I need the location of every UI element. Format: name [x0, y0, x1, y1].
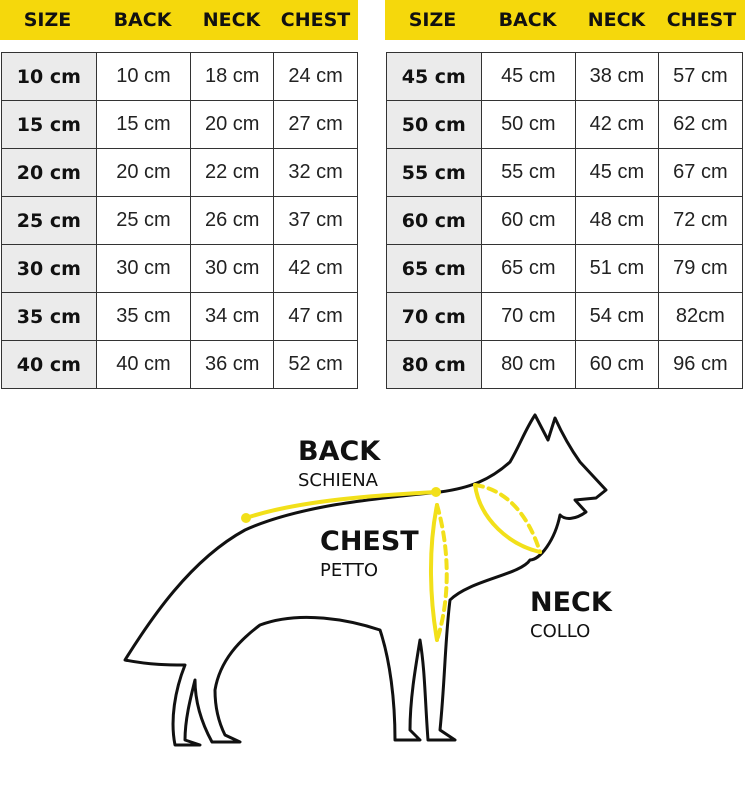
- neck-label: NECK: [530, 587, 612, 618]
- size-cell: 30 cm: [1, 244, 97, 293]
- back-cell: 65 cm: [480, 244, 577, 293]
- header-neck: NECK: [202, 9, 261, 31]
- size-cell: 55 cm: [386, 148, 482, 197]
- chest-label: CHEST: [320, 526, 419, 557]
- back-cell: 80 cm: [480, 340, 577, 389]
- chest-cell: 52 cm: [273, 340, 358, 389]
- size-row: 40 cm 40 cm 36 cm 52 cm: [1, 340, 358, 389]
- header-back: BACK: [113, 9, 172, 31]
- size-cell: 35 cm: [1, 292, 97, 341]
- chest-cell: 82cm: [657, 292, 744, 341]
- back-cell: 70 cm: [480, 292, 577, 341]
- neck-cell: 22 cm: [190, 148, 275, 197]
- neck-cell: 60 cm: [575, 340, 659, 389]
- neck-cell: 54 cm: [575, 292, 659, 341]
- size-row: 50 cm 50 cm 42 cm 62 cm: [386, 100, 744, 149]
- chest-cell: 79 cm: [657, 244, 744, 293]
- header-size: SIZE: [408, 9, 457, 31]
- size-cell: 10 cm: [1, 52, 97, 101]
- back-label: BACK: [298, 436, 381, 467]
- neck-cell: 26 cm: [190, 196, 275, 245]
- size-cell: 25 cm: [1, 196, 97, 245]
- right-size-table: 45 cm 45 cm 38 cm 57 cm 50 cm 50 cm 42 cm 62 cm…: [386, 52, 744, 389]
- size-row: 15 cm 15 cm 20 cm 27 cm: [1, 100, 358, 149]
- neck-cell: 20 cm: [190, 100, 275, 149]
- size-cell: 60 cm: [386, 196, 482, 245]
- neck-measure-line: [473, 483, 542, 554]
- neck-cell: 30 cm: [190, 244, 275, 293]
- back-cell: 10 cm: [95, 52, 192, 101]
- back-cell: 30 cm: [95, 244, 192, 293]
- header-neck: NECK: [587, 9, 646, 31]
- size-row: 10 cm 10 cm 18 cm 24 cm: [1, 52, 358, 101]
- chest-cell: 96 cm: [657, 340, 744, 389]
- back-cell: 40 cm: [95, 340, 192, 389]
- chest-measure-line: [429, 503, 439, 642]
- size-cell: 65 cm: [386, 244, 482, 293]
- back-cell: 25 cm: [95, 196, 192, 245]
- size-cell: 45 cm: [386, 52, 482, 101]
- back-cell: 35 cm: [95, 292, 192, 341]
- dog-illustration: [123, 413, 608, 747]
- neck-cell: 45 cm: [575, 148, 659, 197]
- neck-cell: 51 cm: [575, 244, 659, 293]
- size-cell: 15 cm: [1, 100, 97, 149]
- chest-cell: 67 cm: [657, 148, 744, 197]
- size-row: 65 cm 65 cm 51 cm 79 cm: [386, 244, 744, 293]
- size-row: 25 cm 25 cm 26 cm 37 cm: [1, 196, 358, 245]
- size-cell: 50 cm: [386, 100, 482, 149]
- size-row: 70 cm 70 cm 54 cm 82cm: [386, 292, 744, 341]
- back-cell: 50 cm: [480, 100, 577, 149]
- size-cell: 40 cm: [1, 340, 97, 389]
- back-cell: 60 cm: [480, 196, 577, 245]
- neck-cell: 34 cm: [190, 292, 275, 341]
- size-row: 45 cm 45 cm 38 cm 57 cm: [386, 52, 744, 101]
- neck-cell: 42 cm: [575, 100, 659, 149]
- header-size: SIZE: [23, 9, 72, 31]
- back-cell: 55 cm: [480, 148, 577, 197]
- neck-cell: 18 cm: [190, 52, 275, 101]
- back-measure-line: [244, 490, 438, 520]
- chest-cell: 24 cm: [273, 52, 358, 101]
- chest-cell: 62 cm: [657, 100, 744, 149]
- neck-cell: 48 cm: [575, 196, 659, 245]
- left-header: SIZE BACK NECK CHEST: [0, 0, 358, 40]
- right-header: SIZE BACK NECK CHEST: [385, 0, 745, 40]
- size-cell: 80 cm: [386, 340, 482, 389]
- size-row: 20 cm 20 cm 22 cm 32 cm: [1, 148, 358, 197]
- neck-measure-back: [473, 483, 542, 554]
- left-size-table: 10 cm 10 cm 18 cm 24 cm 15 cm 15 cm 20 cm 27 cm…: [1, 52, 358, 389]
- header-chest: CHEST: [666, 9, 737, 31]
- chest-cell: 72 cm: [657, 196, 744, 245]
- size-row: 60 cm 60 cm 48 cm 72 cm: [386, 196, 744, 245]
- size-row: 80 cm 80 cm 60 cm 96 cm: [386, 340, 744, 389]
- chest-cell: 32 cm: [273, 148, 358, 197]
- size-cell: 70 cm: [386, 292, 482, 341]
- chest-measure-back: [435, 503, 449, 642]
- chest-cell: 57 cm: [657, 52, 744, 101]
- back-sublabel: SCHIENA: [298, 470, 378, 491]
- back-cell: 20 cm: [95, 148, 192, 197]
- chest-cell: 27 cm: [273, 100, 358, 149]
- chest-cell: 42 cm: [273, 244, 358, 293]
- chest-cell: 47 cm: [273, 292, 358, 341]
- back-cell: 45 cm: [480, 52, 577, 101]
- header-back: BACK: [498, 9, 557, 31]
- chest-cell: 37 cm: [273, 196, 358, 245]
- neck-cell: 36 cm: [190, 340, 275, 389]
- size-cell: 20 cm: [1, 148, 97, 197]
- size-row: 30 cm 30 cm 30 cm 42 cm: [1, 244, 358, 293]
- size-row: 35 cm 35 cm 34 cm 47 cm: [1, 292, 358, 341]
- dog-outline-icon: [123, 413, 608, 747]
- neck-cell: 38 cm: [575, 52, 659, 101]
- header-chest: CHEST: [280, 9, 351, 31]
- back-cell: 15 cm: [95, 100, 192, 149]
- chest-sublabel: PETTO: [320, 560, 379, 581]
- size-row: 55 cm 55 cm 45 cm 67 cm: [386, 148, 744, 197]
- neck-sublabel: COLLO: [530, 621, 591, 642]
